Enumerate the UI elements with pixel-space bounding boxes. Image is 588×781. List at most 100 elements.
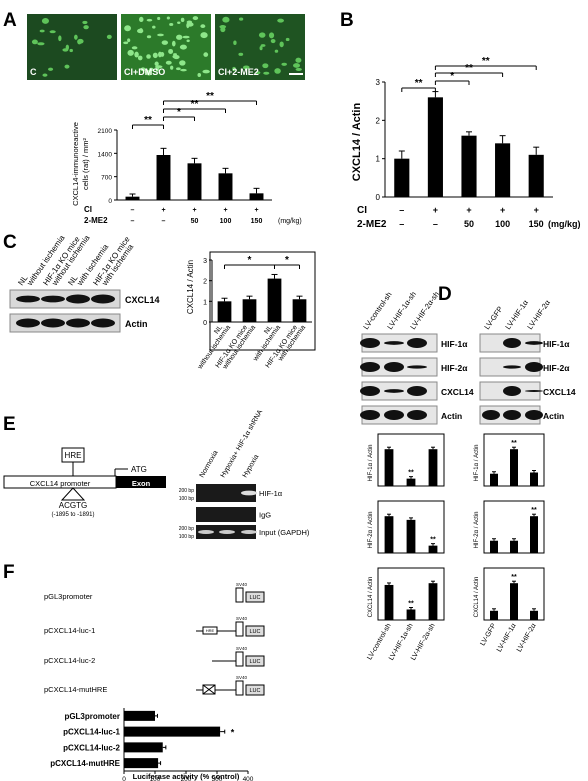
blot-band [91,294,115,304]
x-tick-label: 100 [150,776,161,781]
cell-spot [172,54,178,59]
blot-band [525,341,543,345]
cell-spot [158,51,162,58]
y-axis-label: HIF-2α / Actin [368,512,374,549]
blot-band [525,390,543,392]
row-value: – [131,218,135,225]
construct-diagram: SV40 LUC [235,582,265,603]
sig-label: ** [511,574,517,581]
bp-label: 100 bp [179,496,195,502]
cell-spot [180,68,187,72]
western-blot [9,313,121,333]
bar [125,196,140,200]
bar [124,710,155,721]
category-label: pCXCL14-mutHRE [50,759,120,768]
cell-spot [149,67,154,72]
cell-spot [274,68,281,74]
row-value: 100 [220,218,232,225]
blot-band [384,341,404,345]
bar [427,97,443,197]
cell-spot [169,23,174,26]
sig-label: ** [430,537,436,544]
sig-label: * [450,71,454,82]
blot-band [384,362,404,372]
sv40-box [235,621,244,637]
exon-label: Exon [132,479,151,488]
promoter-label: CXCL14 promoter [30,479,91,488]
exon-bar [116,476,166,488]
panel-a: AC CI+DMSO CI+2-ME2070014002100CXCL14-immu… [3,10,305,225]
cell-spot [157,16,161,21]
bar [428,583,438,620]
bar [510,540,518,553]
blot-band [91,318,115,328]
cell-spot [137,28,144,34]
cell-spot [48,67,54,71]
micrograph-image: CI+DMSO [121,14,211,80]
micrograph-label: CI+DMSO [124,67,165,77]
row-value: 50 [464,219,474,229]
sequence-marker [60,487,86,501]
cell-spot [155,65,163,69]
cell-spot [155,67,159,72]
cell-spot [255,71,261,75]
cell-spot [152,52,158,59]
row-label: CI [84,205,92,214]
y-axis-label: CXCL14 / Actin [351,103,363,182]
bar [187,163,202,200]
bar [428,545,438,553]
construct-diagram: SV40 LUC [196,675,265,696]
cell-spot [285,37,290,42]
cell-spot [242,65,250,70]
cell-spot [41,17,50,24]
luc-box [245,655,265,667]
panel-d-chart: ** HIF-2α / Actin [474,500,545,554]
construct-label: pCXCL14-mutHRE [44,685,107,694]
unit-label: (mg/kg) [548,219,581,229]
chip-gel [196,507,256,522]
cell-spot [281,62,287,66]
row-value: + [466,205,471,215]
unit-label: (mg/kg) [278,218,302,225]
atg-label: ATG [131,465,147,474]
chip-gel [196,525,257,539]
sv40-box [235,680,244,696]
bar [384,449,394,486]
blot-band [66,318,90,328]
luc-box [245,625,265,637]
cell-spot [39,29,45,33]
y-tick-label: 1 [203,299,207,306]
bar [218,173,233,200]
cell-spot [74,34,78,40]
cell-spot [146,35,152,39]
row-value: 100 [495,219,510,229]
cell-spot [179,44,187,50]
cell-spot [83,25,89,30]
bar [384,584,394,620]
blot-label: HIF-2α [441,363,468,373]
gel-bg [196,484,256,502]
position-label: (-1895 to -1891) [51,512,94,518]
cell-spot [277,18,284,23]
blot-band [407,338,427,348]
row-value: – [433,219,438,229]
gel-bg [196,507,256,522]
bar [530,610,538,620]
cell-spot [106,34,112,39]
cell-spot [124,25,132,32]
sig-label: ** [408,600,414,607]
cell-spot [263,71,270,75]
cell-spot [279,41,284,48]
gel-band [219,530,235,534]
bar [490,610,498,620]
blot-band [384,389,404,393]
sig-label: ** [191,99,199,110]
y-axis-label: cells (rat) / mm² [81,137,90,190]
blot-band [525,362,543,372]
construct-diagram: SV40 LUC [212,646,265,667]
sv40-label: SV40 [236,675,248,680]
sig-label: * [177,107,181,118]
cell-spot [127,38,131,43]
